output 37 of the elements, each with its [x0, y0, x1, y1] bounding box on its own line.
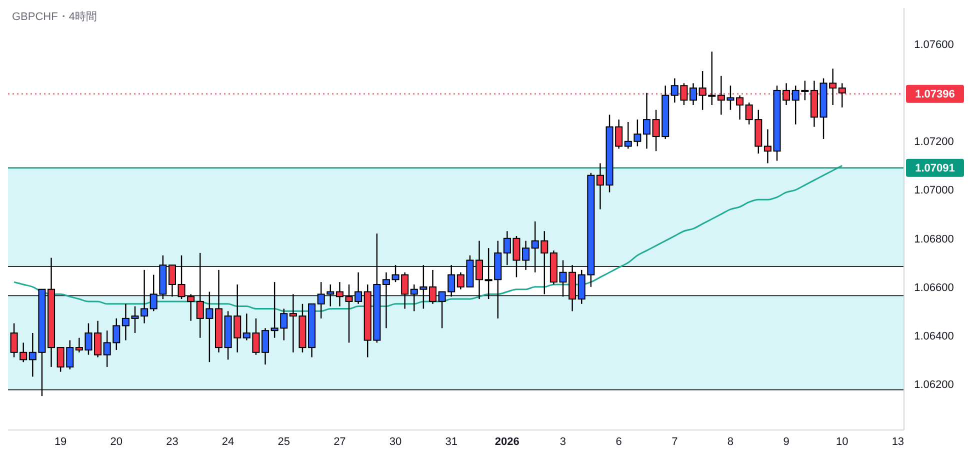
x-tick-label: 2026: [494, 436, 520, 448]
x-tick-label: 9: [783, 436, 790, 448]
candlestick: [690, 82, 698, 106]
candlestick: [596, 162, 604, 210]
y-tick-label: 1.07000: [914, 184, 954, 197]
y-tick-label: 1.06600: [914, 282, 954, 294]
x-tick-label: 31: [445, 436, 458, 448]
x-tick-label: 7: [672, 436, 678, 448]
candlestick: [428, 269, 436, 304]
candlestick: [476, 240, 484, 300]
x-tick-label: 25: [278, 436, 290, 448]
x-tick-label: 10: [836, 436, 848, 448]
y-tick-label: 1.06800: [914, 233, 954, 246]
y-tick-label: 1.07600: [914, 39, 954, 52]
x-tick-label: 24: [222, 436, 234, 448]
x-tick-label: 27: [334, 436, 346, 448]
ref-line-label: 1.07396: [915, 88, 955, 101]
candlestick: [642, 92, 650, 150]
x-tick-label: 3: [560, 436, 566, 448]
x-tick-label: 23: [166, 436, 178, 448]
x-tick-label: 6: [616, 436, 622, 448]
x-tick-label: 30: [389, 436, 402, 448]
candlestick: [382, 272, 390, 329]
x-tick-label: 13: [892, 436, 904, 448]
x-tick-label: 8: [727, 436, 734, 448]
ref-line-label: 1.07091: [915, 162, 955, 175]
candlestick: [522, 240, 530, 271]
candlestick: [94, 320, 102, 358]
y-tick-label: 1.06400: [914, 330, 954, 342]
y-tick-label: 1.07200: [914, 136, 954, 148]
chart-title: GBPCHF・4時間: [12, 10, 97, 23]
candlestick: [736, 94, 744, 120]
candlestick: [168, 264, 176, 298]
candlestick: [262, 328, 270, 366]
y-tick-label: 1.06200: [914, 378, 954, 391]
x-tick-label: 19: [54, 436, 67, 448]
x-tick-label: 20: [110, 436, 123, 448]
